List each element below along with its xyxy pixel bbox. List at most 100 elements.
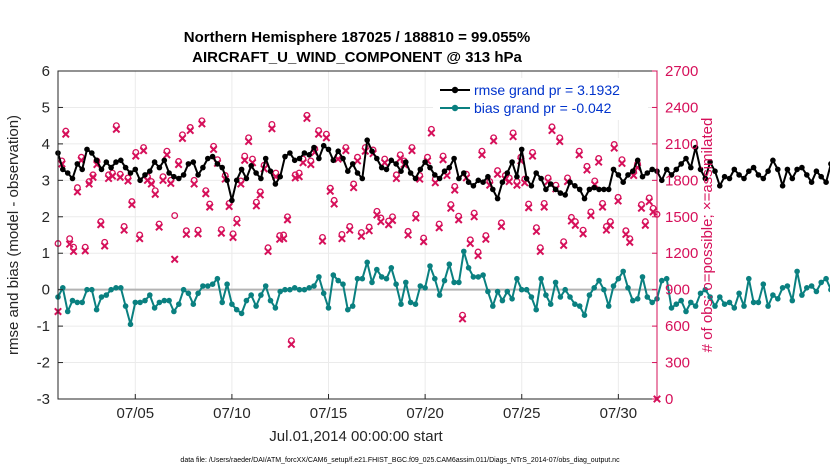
- bias-point: [229, 301, 235, 308]
- obs-possible-mark: [357, 229, 365, 237]
- bias-point: [166, 297, 172, 304]
- bias-point: [427, 263, 433, 269]
- obs-possible-mark: [330, 196, 338, 204]
- rmse-point: [258, 175, 264, 182]
- obs-possible-mark: [595, 155, 603, 162]
- rmse-point: [89, 150, 95, 156]
- bias-point: [287, 286, 293, 293]
- bias-point: [538, 275, 544, 282]
- obs-possible-mark: [128, 198, 136, 206]
- bias-point: [378, 274, 385, 280]
- obs-possible-mark: [256, 188, 264, 196]
- bias-point: [209, 281, 216, 288]
- obs-possible-mark: [175, 158, 183, 165]
- rmse-point: [262, 155, 269, 162]
- bias-point: [262, 283, 269, 289]
- bias-point: [601, 286, 607, 293]
- obs-possible-mark: [73, 184, 81, 192]
- rmse-point: [436, 175, 443, 182]
- obs-possible-mark: [641, 218, 649, 226]
- bias-point: [702, 286, 709, 293]
- x-tick-label: 07/30: [600, 405, 638, 422]
- obs-possible-mark: [190, 176, 198, 184]
- bias-point: [678, 297, 684, 304]
- bias-point: [712, 303, 718, 309]
- obs-possible-mark: [307, 157, 315, 165]
- bias-point: [253, 303, 259, 309]
- rmse-point: [784, 166, 791, 173]
- rmse-point: [717, 183, 723, 189]
- bias-point: [417, 283, 424, 289]
- obs-possible-mark: [268, 121, 276, 128]
- rmse-point: [799, 164, 805, 171]
- obs-possible-mark: [466, 236, 474, 244]
- rmse-point: [359, 175, 366, 182]
- obs-possible-mark: [540, 199, 548, 207]
- rmse-point: [605, 186, 612, 193]
- obs-possible-mark: [587, 208, 595, 216]
- bias-point: [325, 305, 332, 311]
- rmse-point: [417, 166, 424, 173]
- bias-point: [320, 290, 327, 297]
- legend-box: [433, 78, 648, 120]
- bias-point: [663, 275, 670, 282]
- bias-point: [543, 292, 549, 298]
- bias-point: [403, 279, 409, 286]
- obs-possible-mark: [556, 134, 564, 142]
- obs-possible-mark: [459, 311, 466, 319]
- bias-point: [572, 301, 578, 308]
- legend: rmse grand pr = 3.1932 bias grand pr = -…: [433, 78, 648, 120]
- rmse-point: [543, 186, 549, 193]
- legend-rmse-marker: [451, 86, 459, 94]
- bias-point: [407, 299, 414, 306]
- rmse-point: [118, 157, 124, 164]
- rmse-point: [147, 168, 153, 174]
- rmse-point: [755, 172, 762, 178]
- left-tick-label: 0: [42, 282, 50, 299]
- rmse-point: [620, 179, 626, 185]
- rmse-point: [547, 181, 554, 187]
- obs-possible-mark: [505, 174, 513, 182]
- bias-point: [98, 294, 105, 300]
- rmse-point: [103, 159, 110, 165]
- rmse-point: [504, 170, 511, 176]
- obs-possible-mark: [112, 122, 120, 130]
- rmse-point: [108, 164, 114, 171]
- bias-point: [755, 299, 762, 306]
- bias-point: [731, 305, 738, 311]
- rmse-point: [403, 159, 409, 165]
- obs-possible-mark: [66, 235, 74, 243]
- bias-point: [683, 308, 689, 315]
- right-axis: 0 300 600 900 1200 1500 1800 2100 2400 2700: [652, 63, 698, 408]
- bias-point: [784, 283, 791, 289]
- obs-possible-mark: [276, 232, 284, 240]
- bias-point: [630, 297, 636, 304]
- bias-point: [122, 303, 129, 309]
- rmse-point: [229, 197, 235, 204]
- obs-possible-mark: [109, 169, 116, 177]
- obs-possible-mark: [319, 233, 326, 241]
- obs-possible-mark: [159, 173, 167, 181]
- bias-point: [688, 299, 694, 306]
- rmse-point: [427, 164, 433, 171]
- x-axis-label: Jul.01,2014 00:00:00 start: [269, 428, 443, 445]
- bias-point: [311, 283, 317, 289]
- bias-point: [142, 297, 148, 304]
- rmse-point: [113, 159, 119, 165]
- obs-possible-mark: [365, 223, 373, 231]
- obs-possible-mark: [81, 243, 89, 251]
- bias-point: [528, 294, 535, 300]
- bias-point: [552, 279, 559, 286]
- rmse-point: [514, 173, 520, 180]
- rmse-series: [55, 137, 830, 204]
- obs-possible-mark: [280, 231, 288, 239]
- bias-point: [195, 290, 201, 297]
- bias-point: [615, 275, 622, 282]
- rmse-point: [301, 150, 308, 156]
- obs-possible-mark: [233, 215, 241, 223]
- rmse-point: [688, 164, 694, 171]
- bias-point: [306, 285, 313, 291]
- x-axis: 07/05 07/10 07/15 07/20 07/25 07/30: [117, 394, 638, 422]
- obs-possible-mark: [536, 244, 544, 252]
